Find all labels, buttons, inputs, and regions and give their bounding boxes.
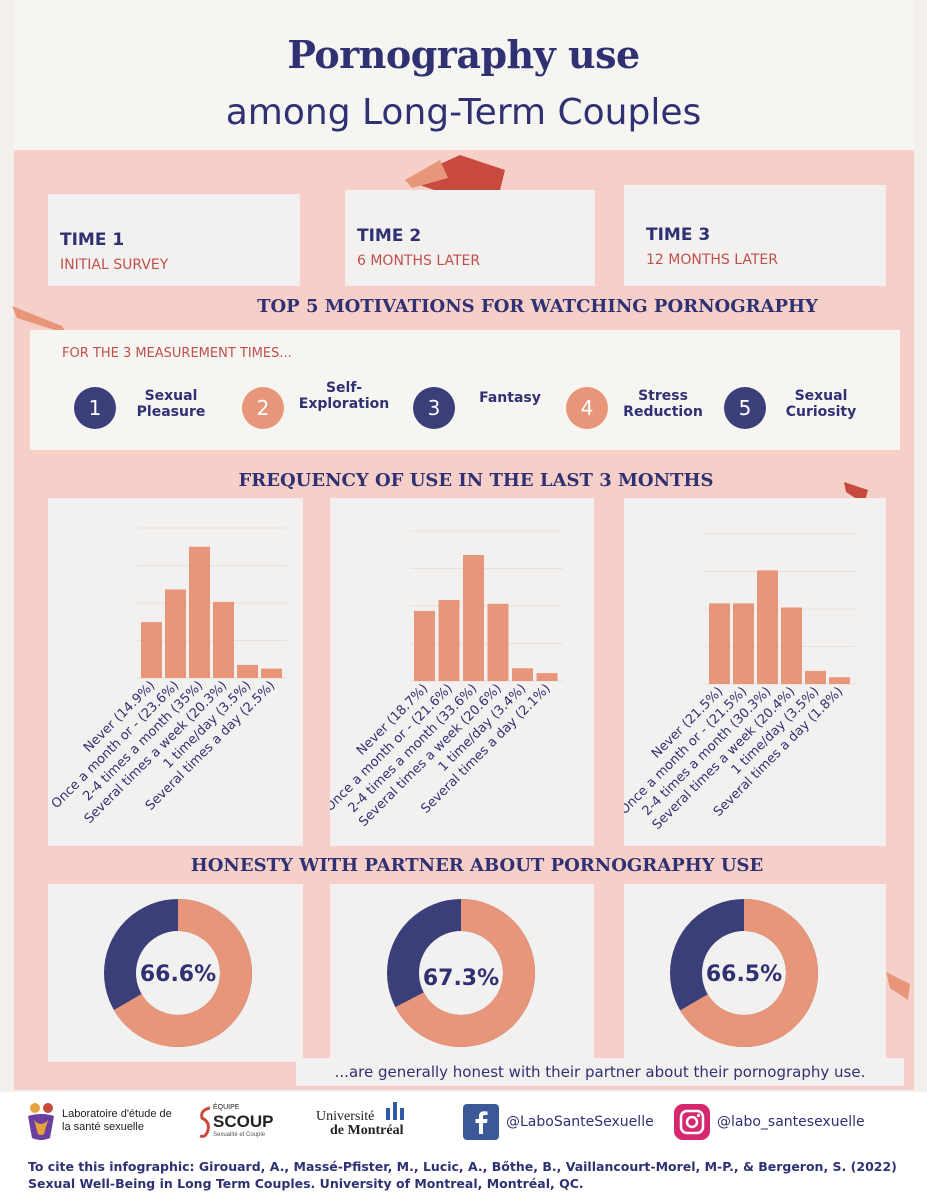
udem-logo-icon	[386, 1102, 404, 1120]
honesty-percentage: 67.3%	[422, 966, 500, 991]
frequency-bar	[781, 607, 802, 684]
ribbon-decoration-icon	[886, 972, 910, 1000]
frequency-bar	[463, 555, 484, 681]
number-badge: 5	[724, 387, 766, 429]
honesty-donut-time-2	[387, 899, 535, 1047]
frequency-bar	[733, 603, 754, 684]
frequency-panel-2	[330, 498, 594, 846]
honesty-heading: HONESTY WITH PARTNER ABOUT PORNOGRAPHY U…	[78, 846, 876, 884]
frequency-chart-time-1: Never (14.9%)Once a month or - (23.6%)2-…	[49, 527, 287, 827]
motivations-heading: TOP 5 MOTIVATIONS FOR WATCHING PORNOGRAP…	[190, 288, 885, 324]
udem-line-1: Université	[316, 1109, 375, 1124]
time-sub: 12 MONTHS LATER	[646, 252, 778, 268]
time-card-2: TIME 2 6 MONTHS LATER	[345, 190, 595, 286]
motivation-label: Sexual Pleasure	[136, 388, 206, 420]
frequency-panel-3	[624, 498, 886, 846]
donut-honest-segment	[670, 899, 818, 1047]
frequency-chart-time-3: Never (21.5%)Once a month or - (21.5%)2-…	[624, 533, 855, 833]
honesty-note: ...are generally honest with their partn…	[296, 1058, 904, 1086]
frequency-bar	[165, 589, 186, 678]
lab-logo-icon	[28, 1103, 54, 1140]
time-card-1: TIME 1 INITIAL SURVEY	[48, 194, 300, 286]
header-background	[14, 0, 914, 175]
frequency-bar	[237, 664, 258, 678]
honesty-donut-time-3	[670, 899, 818, 1047]
motivations-caption: FOR THE 3 MEASUREMENT TIMES...	[62, 346, 292, 361]
motivation-label: Sexual Curiosity	[785, 388, 857, 420]
ribbon-decoration-icon	[12, 306, 67, 334]
honesty-percentage: 66.5%	[705, 962, 783, 987]
donut-honest-segment	[387, 899, 535, 1047]
frequency-bar	[829, 677, 850, 684]
frequency-bar	[438, 600, 460, 681]
time-name: TIME 2	[357, 226, 422, 246]
scoup-logo-icon	[199, 1106, 211, 1138]
lab-name: Laboratoire d'étude de la santé sexuelle	[62, 1108, 172, 1133]
udem-line-2: de Montréal	[330, 1123, 404, 1138]
facebook-handle[interactable]: @LaboSanteSexuelle	[506, 1114, 654, 1130]
honesty-percentage: 66.6%	[139, 962, 217, 987]
motivation-label: Fantasy	[479, 390, 541, 406]
frequency-bar	[536, 673, 558, 681]
number-badge: 1	[74, 387, 116, 429]
number-badge: 3	[413, 387, 455, 429]
frequency-bar	[512, 668, 533, 681]
time-name: TIME 1	[60, 230, 125, 250]
frequency-bar	[487, 603, 509, 681]
time-name: TIME 3	[646, 225, 711, 245]
time-card-3: TIME 3 12 MONTHS LATER	[624, 185, 886, 286]
number-badge: 2	[242, 387, 284, 429]
scoup-name: SCOUP	[213, 1112, 274, 1131]
frequency-chart-time-2: Never (18.7%)Once a month or - (21.6%)2-…	[330, 530, 563, 830]
frequency-bar	[213, 601, 234, 678]
instagram-icon[interactable]	[674, 1104, 710, 1140]
ribbon-decoration-icon	[405, 155, 505, 192]
time-sub: 6 MONTHS LATER	[357, 253, 481, 269]
frequency-bar	[141, 622, 162, 678]
frequency-heading: FREQUENCY OF USE IN THE LAST 3 MONTHS	[72, 462, 880, 498]
honesty-donut-time-1	[104, 899, 252, 1047]
number-badge: 4	[566, 387, 608, 429]
scoup-top: ÉQUIPE	[213, 1104, 240, 1111]
citation: To cite this infographic: Girouard, A., …	[28, 1159, 897, 1191]
donut-honest-segment	[104, 899, 252, 1047]
frequency-bar	[709, 603, 730, 684]
page-subtitle: among Long-Term Couples	[225, 92, 702, 133]
motivation-label: Stress Reduction	[623, 388, 703, 420]
frequency-bar	[189, 546, 210, 678]
frequency-bar	[414, 610, 435, 681]
frequency-bar	[757, 570, 778, 684]
motivation-label: Self-Exploration	[298, 380, 390, 412]
frequency-bar	[805, 670, 826, 684]
instagram-handle[interactable]: @labo_santesexuelle	[717, 1114, 865, 1130]
time-sub: INITIAL SURVEY	[60, 257, 169, 273]
frequency-bar	[261, 668, 282, 678]
facebook-icon[interactable]	[463, 1104, 499, 1140]
page-title: Pornography use	[287, 32, 640, 77]
scoup-sub: Sexualité et Couple	[213, 1132, 266, 1138]
